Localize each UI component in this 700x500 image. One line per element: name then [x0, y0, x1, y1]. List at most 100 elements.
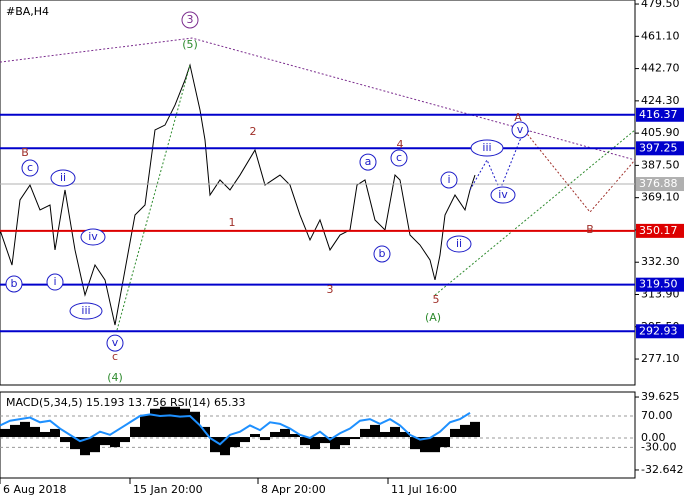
wave-label: ii: [60, 171, 66, 184]
wave-label: B: [21, 146, 29, 159]
wave-label: A: [514, 111, 522, 124]
wave-label: (5): [182, 38, 198, 51]
wave-label: ii: [456, 237, 462, 250]
wave-label: 2: [250, 125, 257, 138]
chart-title: #BA,H4: [6, 5, 49, 18]
wave-circle: [21, 159, 39, 177]
wave-circle: [46, 273, 64, 291]
macd-bar: [280, 428, 290, 438]
macd-bar: [270, 431, 280, 438]
wave-label: 1: [229, 216, 236, 229]
macd-bar: [400, 431, 410, 438]
wave-label: iv: [88, 230, 98, 243]
macd-bar: [50, 428, 60, 438]
macd-bar: [380, 431, 390, 438]
x-tick-label: 6 Aug 2018: [3, 483, 66, 496]
macd-bar: [450, 428, 460, 438]
macd-bar: [470, 421, 480, 438]
wave-label: i: [447, 173, 450, 186]
wave-circle: [5, 275, 23, 293]
wave-circle: [390, 149, 408, 167]
y-tick-label: -32.642: [641, 463, 683, 476]
wave-label: a: [365, 155, 372, 168]
macd-bar: [360, 428, 370, 438]
wave-circle: [440, 171, 458, 189]
wave-circle: [490, 186, 516, 204]
y-tick-label: 369.10: [641, 191, 680, 204]
wave-label: 5: [433, 293, 440, 306]
wave-label: v: [112, 336, 119, 349]
indicator-title: MACD(5,34,5) 15.193 13.756 RSI(14) 65.33: [6, 396, 245, 409]
macd-bar: [350, 437, 360, 440]
rsi-line: [0, 412, 471, 446]
macd-bar: [90, 437, 100, 453]
macd-bar: [170, 406, 180, 438]
wave-label: (4): [107, 371, 123, 384]
macd-bar: [10, 424, 20, 438]
level-label: 376.88: [639, 177, 678, 190]
macd-bar: [290, 433, 300, 438]
macd-bar: [20, 421, 30, 438]
macd-bar: [130, 426, 140, 438]
level-tag: [636, 223, 684, 238]
macd-bar: [220, 437, 230, 456]
y2-tick-label: 70.00: [641, 409, 673, 422]
level-tag: [636, 107, 684, 122]
wave-label: 4: [397, 138, 404, 151]
wave-label: 3: [327, 283, 334, 296]
level-label: 416.37: [639, 108, 678, 121]
x-tick-label: 11 Jul 16:00: [391, 483, 457, 496]
macd-bar: [390, 426, 400, 438]
y2-tick-label: 0.00: [641, 431, 666, 444]
macd-bar: [320, 437, 330, 444]
level-tag: [636, 324, 684, 339]
macd-bar: [410, 437, 420, 450]
macd-bar: [140, 414, 150, 438]
y-tick-label: 332.30: [641, 255, 680, 268]
wave-line: [0, 37, 636, 161]
wave-circle: [69, 302, 103, 320]
macd-bar: [190, 411, 200, 438]
macd-bar: [440, 437, 450, 448]
macd-bar: [160, 406, 170, 438]
wave-label: (A): [425, 311, 441, 324]
macd-bar: [420, 437, 430, 453]
macd-bar: [80, 437, 90, 456]
y-tick-label: 387.50: [641, 158, 680, 171]
macd-bar: [40, 431, 50, 438]
wave-label: iv: [498, 188, 508, 201]
wave-label: i: [53, 275, 56, 288]
macd-bar: [260, 437, 270, 441]
level-label: 292.93: [639, 324, 678, 337]
wave-circle: [511, 121, 529, 139]
macd-bar: [70, 437, 80, 450]
macd-bar: [230, 437, 240, 448]
macd-bar: [240, 437, 250, 443]
macd-bar: [180, 408, 190, 438]
y-tick-label: 39.625: [641, 390, 680, 403]
level-label: 319.50: [639, 278, 678, 291]
macd-bar: [100, 437, 110, 446]
wave-label: 3: [187, 13, 194, 26]
wave-circle: [181, 11, 199, 29]
price-line: [0, 63, 476, 326]
macd-bar: [0, 428, 10, 438]
y2-tick-label: -30.00: [641, 440, 676, 453]
macd-bar: [60, 437, 70, 443]
y-tick-label: 405.90: [641, 126, 680, 139]
y-tick-label: 277.10: [641, 352, 680, 365]
wave-circle: [373, 245, 391, 263]
macd-bar: [300, 437, 310, 446]
wave-circle: [446, 235, 472, 253]
wave-circle: [470, 139, 504, 157]
wave-line: [434, 129, 636, 296]
price-frame: [0, 0, 636, 386]
wave-line: [519, 124, 636, 213]
y-tick-label: 479.50: [641, 0, 680, 10]
y-tick-label: 442.70: [641, 62, 680, 75]
wave-line: [116, 64, 191, 331]
macd-bar: [250, 433, 260, 438]
y-tick-label: 424.30: [641, 94, 680, 107]
macd-bar: [210, 437, 220, 453]
